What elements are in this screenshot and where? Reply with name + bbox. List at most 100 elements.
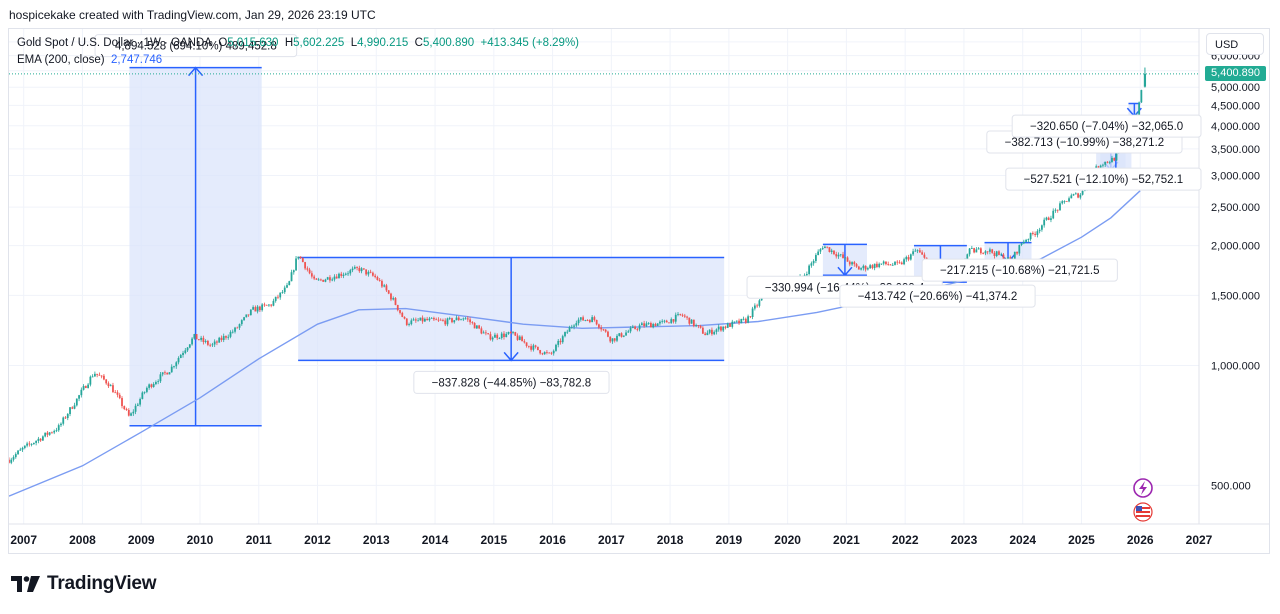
candle-body [403, 316, 406, 319]
legend-symbol[interactable]: Gold Spot / U.S. Dollar · 1W · OANDA [17, 37, 212, 49]
candle-body [358, 267, 361, 272]
candle-body [252, 307, 255, 310]
candle-body [607, 331, 609, 337]
candle-body [625, 332, 627, 336]
candle-body [853, 262, 856, 265]
candle-body [844, 257, 847, 259]
tradingview-logo[interactable]: TradingView [11, 573, 157, 595]
candle-body [857, 266, 860, 270]
candle-body [132, 411, 135, 414]
legend-close: 5,400.890 [422, 37, 475, 49]
candle-body [283, 287, 286, 293]
flag-stripe [1136, 515, 1150, 517]
candle-body [1138, 102, 1141, 115]
annotation-labels: 4,894.528 (694.10%) 489,452.8 −837.828 (−… [94, 34, 1202, 394]
candle-body [543, 351, 546, 355]
candle-body [1045, 217, 1048, 220]
candle-body [570, 326, 573, 328]
candle-body [462, 318, 465, 320]
candle-body [966, 254, 969, 260]
candle-body [170, 366, 173, 373]
candles [9, 67, 1147, 465]
candle-body [975, 249, 978, 253]
candle-body [595, 319, 598, 325]
range-label: −413.742 (−20.66%) −41,374.2 [839, 284, 1036, 308]
candle-body [412, 319, 415, 321]
candle-body [304, 262, 306, 269]
candle-body [527, 345, 530, 347]
candle-body [220, 337, 223, 341]
candle-body [652, 324, 655, 328]
candle-body [672, 319, 675, 322]
candle-body [900, 262, 903, 265]
candle-body [236, 327, 239, 329]
range-label: −837.828 (−44.85%) −83,782.8 [413, 370, 610, 394]
candle-body [84, 386, 87, 388]
range-arrow-head [503, 351, 519, 362]
candle-body [512, 332, 514, 333]
candle-body [998, 251, 1000, 255]
candle-body [681, 314, 684, 316]
candle-body [103, 375, 105, 380]
candle-body [75, 398, 78, 406]
candle-body [505, 333, 508, 338]
candle-body [876, 263, 878, 268]
candle-body [105, 379, 108, 384]
candle-body [30, 444, 33, 445]
candle-body [699, 325, 702, 328]
currency-button[interactable]: USD [1206, 33, 1264, 55]
candle-body [561, 336, 564, 343]
candle-body [760, 297, 763, 301]
candle-body [889, 264, 892, 266]
candle-body [647, 323, 650, 324]
candle-body [1056, 209, 1059, 211]
candle-body [661, 320, 664, 322]
candle-body [631, 326, 634, 328]
candle-body [320, 279, 322, 281]
candle-body [371, 272, 374, 276]
year-tick-label: 2024 [1009, 533, 1036, 547]
price-tick-label: 4,500.000 [1211, 100, 1260, 112]
candle-body [659, 321, 661, 324]
candle-body [968, 248, 971, 255]
candle-body [598, 324, 600, 328]
candle-body [566, 331, 569, 333]
candle-body [548, 352, 551, 354]
candle-body [833, 250, 835, 255]
legend-ema-label[interactable]: EMA (200, close) [17, 54, 105, 66]
candle-body [503, 333, 505, 338]
price-tick-label: 5,000.000 [1211, 82, 1260, 94]
candle-body [568, 327, 571, 332]
candle-body [711, 329, 713, 335]
candle-body [683, 315, 686, 317]
candle-body [1115, 151, 1118, 161]
candle-body [265, 304, 268, 306]
candle-body [1104, 161, 1107, 165]
candle-body [729, 323, 731, 327]
candle-body [121, 398, 123, 407]
year-tick-label: 2018 [657, 533, 684, 547]
candle-body [365, 269, 368, 275]
candle-body [23, 445, 26, 448]
candle-body [216, 341, 218, 343]
candle-body [204, 340, 207, 342]
candle-body [649, 323, 652, 328]
tradingview-logo-icon [11, 576, 40, 592]
candle-body [894, 261, 896, 265]
candle-body [55, 430, 58, 432]
candle-body [109, 385, 112, 387]
candle-body [46, 432, 49, 435]
candle-body [995, 251, 998, 256]
candle-body [1029, 232, 1032, 240]
measure-ranges [129, 66, 1142, 427]
candle-body [155, 382, 157, 385]
candle-body [871, 265, 874, 269]
candle-body [64, 417, 67, 419]
candle-body [329, 277, 331, 281]
candle-body [821, 248, 824, 250]
candle-body [882, 261, 885, 264]
candle-body [896, 261, 899, 263]
legend-high-label: H [284, 37, 294, 49]
candle-body [1079, 194, 1082, 198]
